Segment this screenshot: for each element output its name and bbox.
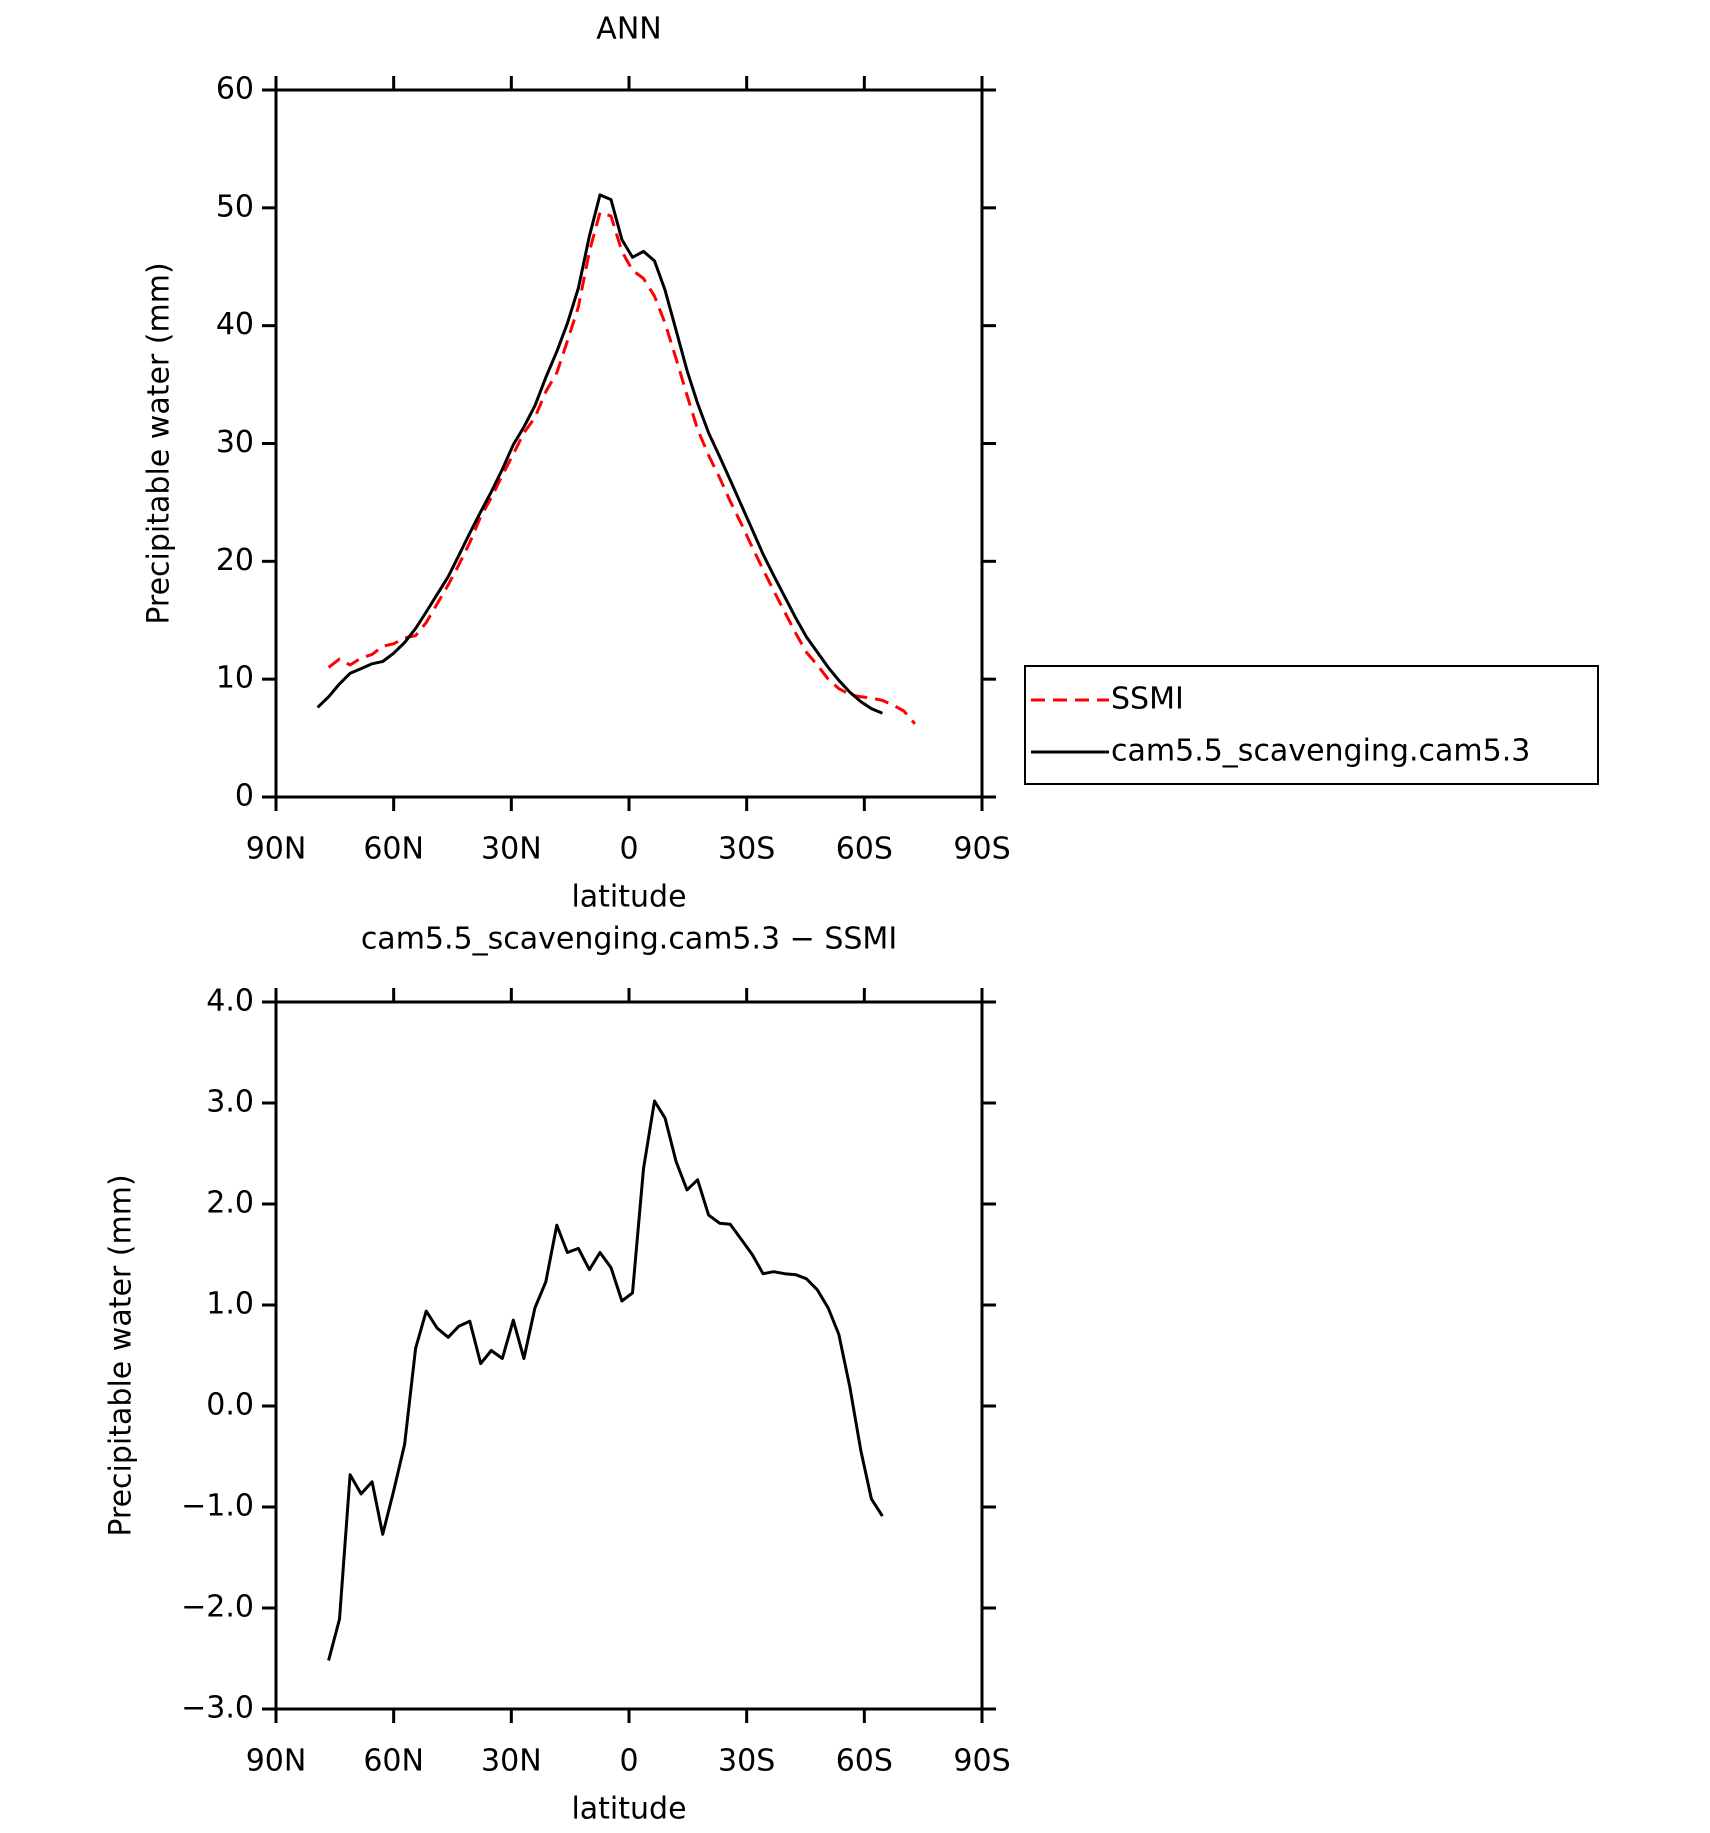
y-tick-label: −2.0: [181, 1590, 254, 1625]
y-tick-label: 20: [216, 543, 254, 578]
series-line: [316, 193, 883, 715]
y-tick-label: 40: [216, 307, 254, 342]
x-tick-label: 60N: [363, 1744, 424, 1779]
y-tick-label: 30: [216, 425, 254, 460]
x-tick-label: 60S: [836, 1744, 893, 1779]
y-tick-label: 3.0: [206, 1085, 254, 1120]
y-tick-label: 0: [235, 779, 254, 814]
y-tick-label: 1.0: [206, 1287, 254, 1322]
y-tick-label: 50: [216, 189, 254, 224]
y-tick-label: 4.0: [206, 984, 254, 1019]
x-tick-label: 30S: [718, 1744, 775, 1779]
y-tick-label: 2.0: [206, 1186, 254, 1221]
x-tick-label: 0: [619, 1744, 638, 1779]
legend-label: SSMI: [1111, 682, 1184, 717]
chart-title: ANN: [596, 12, 661, 47]
legend-box: [1024, 665, 1599, 785]
x-tick-label: 0: [619, 832, 638, 867]
x-tick-label: 60S: [836, 832, 893, 867]
x-tick-label: 60N: [363, 832, 424, 867]
y-axis-label: Precipitable water (mm): [104, 1174, 139, 1536]
y-tick-label: 0.0: [206, 1388, 254, 1423]
x-tick-label: 90N: [246, 1744, 307, 1779]
x-tick-label: 30N: [481, 832, 542, 867]
y-tick-label: 60: [216, 72, 254, 107]
x-tick-label: 30S: [718, 832, 775, 867]
x-tick-label: 90S: [953, 832, 1010, 867]
plot-frame: [274, 1000, 984, 1711]
x-tick-label: 90S: [953, 1744, 1010, 1779]
x-axis-label: latitude: [571, 880, 686, 915]
x-tick-label: 30N: [481, 1744, 542, 1779]
legend-label: cam5.5_scavenging.cam5.3: [1111, 734, 1530, 769]
series-line: [327, 211, 917, 725]
x-axis-label: latitude: [571, 1792, 686, 1827]
y-tick-label: 10: [216, 661, 254, 696]
y-tick-label: −3.0: [181, 1691, 254, 1726]
y-axis-label: Precipitable water (mm): [142, 262, 177, 624]
chart-title: cam5.5_scavenging.cam5.3 − SSMI: [361, 922, 897, 957]
x-tick-label: 90N: [246, 832, 307, 867]
plot-frame: [274, 88, 984, 799]
y-tick-label: −1.0: [181, 1489, 254, 1524]
series-line: [327, 1099, 884, 1661]
